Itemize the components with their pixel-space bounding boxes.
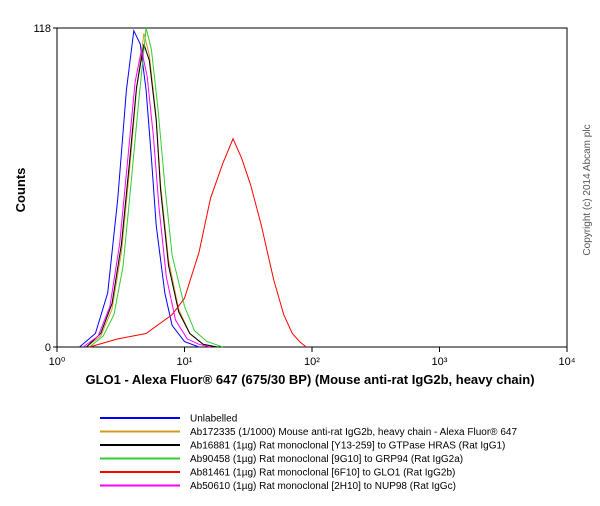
y-tick-label: 0 (45, 342, 51, 354)
x-tick-label: 10¹ (177, 356, 193, 368)
x-tick-label: 10⁰ (49, 356, 66, 368)
x-tick-label: 10³ (432, 356, 448, 368)
copyright: Copyright (c) 2014 Abcam plc (582, 124, 593, 255)
legend-label: Ab81461 (1µg) Rat monoclonal [6F10] to G… (190, 468, 455, 479)
legend-label: Ab172335 (1/1000) Mouse anti-rat IgG2b, … (190, 427, 517, 438)
legend-label: Ab16881 (1µg) Rat monoclonal [Y13-259] t… (190, 441, 505, 452)
plot-frame (56, 27, 568, 348)
histogram-line (89, 137, 307, 348)
histogram-line (79, 28, 200, 348)
legend-label: Unlabelled (190, 414, 237, 425)
legend-label: Ab50610 (1µg) Rat monoclonal [2H10] to N… (190, 481, 456, 492)
histogram-line (89, 27, 224, 348)
legend-label: Ab90458 (1µg) Rat monoclonal [9G10] to G… (190, 454, 463, 465)
x-tick-label: 10² (304, 356, 320, 368)
x-tick-label: 10⁴ (559, 356, 576, 368)
y-axis-title: Counts (13, 168, 28, 213)
histogram-line (86, 44, 218, 348)
x-axis-title: GLO1 - Alexa Fluor® 647 (675/30 BP) (Mou… (85, 372, 534, 387)
y-tick-label: 118 (33, 23, 51, 35)
histogram-line (82, 49, 211, 348)
